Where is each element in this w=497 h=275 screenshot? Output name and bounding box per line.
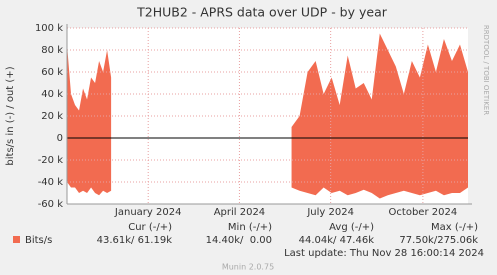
area-out [67,33,468,138]
area-in [67,138,468,199]
footer: Munin 2.0.75 [222,263,274,272]
y-tick-label: -60 k [38,199,64,210]
last-update: Last update: Thu Nov 28 16:00:14 2024 [284,248,484,259]
y-tick-label: 100 k [35,23,63,34]
side-text: RRDTOOL / TOBI OETIKER [482,25,490,115]
y-tick-label: 80 k [41,45,63,56]
x-tick-label: January 2024 [114,207,182,218]
legend-header: Max (-/+) [431,222,478,233]
y-axis-label: bits/s in (-) / out (+) [5,66,16,165]
legend-swatch [13,236,20,243]
legend-header: Min (-/+) [228,222,272,233]
y-tick-label: 60 k [41,67,63,78]
x-tick-label: October 2024 [389,207,458,218]
chart-title: T2HUB2 - APRS data over UDP - by year [136,5,388,20]
legend-value: 14.40k/ 0.00 [206,235,272,246]
legend-value: 44.04k/ 47.46k [299,235,375,246]
legend-header: Avg (-/+) [329,222,374,233]
y-tick-label: -20 k [38,155,64,166]
y-tick-label: 40 k [41,89,63,100]
legend-value: 77.50k/275.06k [399,235,478,246]
x-tick-label: April 2024 [214,207,265,218]
y-tick-label: 0 [57,133,63,144]
legend-value: 43.61k/ 61.19k [97,235,173,246]
x-tick-label: July 2024 [306,207,354,218]
y-tick-label: 20 k [41,111,63,122]
legend-header: Cur (-/+) [128,222,172,233]
y-tick-label: -40 k [38,177,64,188]
legend-label: Bits/s [25,235,52,246]
